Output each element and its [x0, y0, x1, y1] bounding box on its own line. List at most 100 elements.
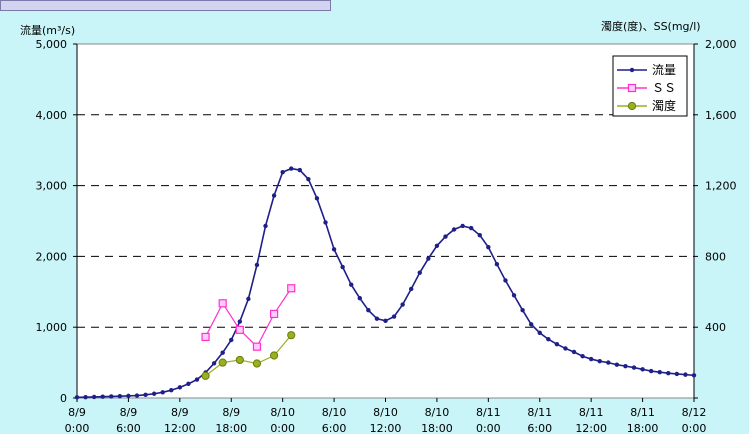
data-point: [109, 394, 114, 399]
x-tick-time: 12:00: [370, 422, 402, 434]
data-point: [443, 234, 448, 239]
x-tick-date: 8/9: [222, 406, 240, 419]
data-point: [511, 293, 517, 298]
data-point: [666, 371, 671, 376]
data-point: [674, 371, 680, 377]
data-point: [391, 314, 397, 319]
x-tick-time: 0:00: [682, 422, 707, 434]
data-point: [143, 392, 148, 398]
data-point: [263, 223, 268, 229]
legend-label: 濁度: [652, 98, 676, 113]
data-point: [357, 295, 362, 301]
x-tick-time: 18:00: [215, 422, 247, 434]
data-point: [340, 264, 345, 270]
data-point: [383, 318, 388, 324]
x-tick-date: 8/10: [373, 406, 398, 419]
data-point: [451, 227, 457, 232]
data-point: [246, 296, 251, 302]
data-point: [160, 390, 165, 395]
right-tick-label: 800: [705, 250, 726, 263]
data-point: [211, 361, 217, 366]
series-layer: [74, 166, 697, 400]
data-point: [252, 342, 262, 351]
data-point: [486, 244, 491, 250]
data-point: [460, 223, 465, 229]
x-tick-time: 18:00: [421, 422, 453, 434]
data-point: [269, 351, 279, 360]
data-point: [374, 316, 380, 321]
right-tick-label: 400: [705, 321, 726, 334]
data-point: [657, 369, 662, 375]
data-point: [151, 391, 157, 396]
data-point: [349, 282, 354, 287]
data-point: [494, 261, 500, 267]
data-point: [606, 360, 611, 365]
plot-area: [76, 43, 695, 399]
data-point: [306, 177, 311, 182]
x-tick-time: 0:00: [65, 422, 90, 434]
data-point: [201, 332, 210, 342]
data-point: [571, 349, 577, 355]
data-point: [218, 358, 227, 367]
x-tick-time: 6:00: [322, 422, 347, 434]
data-point: [235, 325, 244, 334]
left-tick-label: 5,000: [36, 38, 68, 51]
legend-label: ＳＳ: [652, 81, 676, 95]
series-ss: [201, 284, 296, 351]
x-tick-date: 8/12: [682, 406, 707, 419]
data-point: [683, 372, 688, 377]
data-point: [588, 356, 594, 362]
data-point: [631, 365, 637, 370]
grid-lines: [77, 114, 694, 328]
x-tick-date: 8/9: [120, 406, 138, 419]
data-point: [546, 337, 551, 342]
data-point: [287, 284, 296, 293]
left-tick-label: 2,000: [36, 250, 68, 263]
left-tick-label: 4,000: [36, 109, 68, 122]
data-point: [235, 355, 244, 365]
right-tick-label: 2,000: [705, 38, 737, 51]
data-point: [269, 309, 279, 319]
data-point: [323, 220, 328, 225]
legend-marker: [627, 83, 637, 93]
data-point: [289, 166, 294, 171]
series-flow: [74, 166, 697, 400]
x-tick-time: 12:00: [575, 422, 607, 434]
data-point: [537, 330, 542, 336]
left-axis: 0 1,000 2,000 3,000 4,000 5,000: [36, 38, 78, 405]
data-point: [400, 302, 405, 307]
left-tick-label: 1,000: [36, 321, 68, 334]
data-point: [503, 278, 508, 283]
data-point: [177, 385, 183, 390]
data-point: [252, 359, 262, 368]
legend-marker: [629, 67, 635, 73]
data-point: [83, 394, 88, 400]
data-point: [614, 362, 620, 367]
legend: 流量 ＳＳ 濁度: [612, 55, 688, 117]
data-point: [186, 381, 191, 387]
data-point: [91, 394, 97, 400]
data-point: [597, 358, 602, 364]
series-turbidity: [201, 331, 296, 380]
data-point: [194, 377, 200, 382]
data-point: [331, 247, 337, 252]
data-point: [218, 299, 227, 308]
data-point: [134, 393, 140, 398]
x-tick-time: 6:00: [116, 422, 141, 434]
data-point: [691, 373, 697, 378]
x-tick-time: 12:00: [164, 422, 196, 434]
data-point: [237, 319, 243, 324]
data-point: [229, 337, 234, 343]
x-tick-date: 8/9: [68, 406, 86, 419]
data-point: [640, 367, 645, 372]
x-tick-time: 6:00: [527, 422, 552, 434]
data-point: [520, 308, 525, 313]
data-point: [554, 341, 560, 347]
left-tick-label: 3,000: [36, 180, 68, 193]
data-point: [417, 270, 422, 275]
data-point: [297, 167, 303, 173]
chart-title-box: [0, 0, 331, 11]
data-point: [74, 395, 80, 400]
data-point: [580, 354, 585, 359]
